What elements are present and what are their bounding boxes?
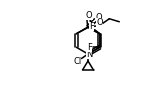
- Text: O: O: [97, 18, 103, 27]
- Text: Cl: Cl: [73, 56, 81, 65]
- Text: N: N: [86, 50, 92, 59]
- Text: F: F: [87, 43, 92, 52]
- Text: O: O: [96, 13, 102, 23]
- Text: O: O: [86, 11, 93, 20]
- Text: F: F: [89, 22, 94, 31]
